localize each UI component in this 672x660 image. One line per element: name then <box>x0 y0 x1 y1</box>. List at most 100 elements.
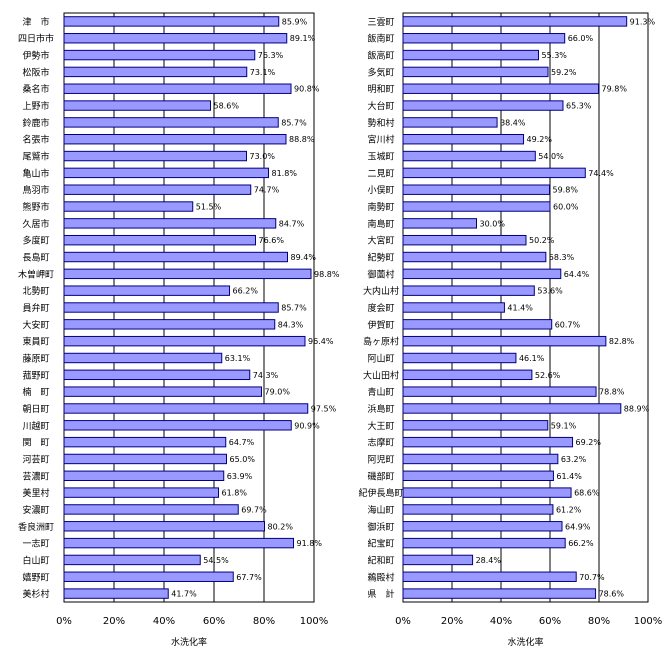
bar <box>402 571 577 582</box>
data-label: 59.1% <box>551 421 577 430</box>
category-label: 南勢町 <box>367 201 394 213</box>
bar <box>63 134 287 145</box>
data-label: 74.7% <box>254 186 280 195</box>
category-label: 多気町 <box>367 66 394 78</box>
data-label: 76.3% <box>258 51 284 60</box>
category-label: 美里村 <box>22 487 49 499</box>
bar <box>402 268 562 280</box>
x-tick-label: 0% <box>395 616 411 627</box>
bar <box>63 537 294 549</box>
data-label: 58.6% <box>214 102 240 111</box>
category-label: 紀勢町 <box>367 252 394 264</box>
category-label: 大台町 <box>367 100 394 112</box>
category-label: 玉城町 <box>367 152 394 163</box>
bar <box>63 268 312 280</box>
data-label: 59.8% <box>553 186 579 195</box>
bar <box>63 369 251 381</box>
data-label: 82.8% <box>609 337 635 346</box>
bar <box>402 588 597 599</box>
category-label: 一志町 <box>22 538 49 550</box>
category-label: 紀宝町 <box>367 538 394 550</box>
data-label: 28.4% <box>476 556 502 565</box>
category-label: 海山町 <box>367 504 394 516</box>
data-label: 84.3% <box>278 320 304 329</box>
data-label: 79.0% <box>265 388 291 397</box>
data-label: 52.6% <box>535 371 561 380</box>
data-label: 91.3% <box>630 17 656 26</box>
data-label: 78.8% <box>599 388 625 397</box>
category-label: 大王町 <box>367 420 394 432</box>
bar <box>63 403 309 414</box>
category-label: 大山田村 <box>363 369 399 381</box>
bar <box>402 521 563 532</box>
data-label: 65.0% <box>230 455 256 464</box>
bar <box>63 218 277 229</box>
bar <box>402 134 525 145</box>
data-label: 54.5% <box>203 556 229 565</box>
data-label: 55.3% <box>541 51 567 60</box>
bar <box>402 335 607 347</box>
bar <box>63 335 306 347</box>
data-label: 67.7% <box>236 573 262 582</box>
category-label: 多度町 <box>22 235 49 247</box>
category-label: 南島町 <box>367 218 394 230</box>
category-label: 関 町 <box>22 438 49 449</box>
category-label: 大安町 <box>22 319 49 331</box>
category-label: 紀和町 <box>367 554 394 566</box>
category-label: 三雲町 <box>367 17 394 28</box>
bar <box>402 83 600 94</box>
category-label: 河芸町 <box>22 453 49 465</box>
category-label: 菰野町 <box>22 369 49 381</box>
category-label: 伊賀町 <box>367 319 394 331</box>
bar <box>63 420 292 431</box>
category-label: 北勢町 <box>22 285 49 297</box>
bar <box>402 33 566 44</box>
bar <box>63 302 279 313</box>
x-tick-label: 40% <box>153 616 175 627</box>
data-label: 85.7% <box>281 304 307 313</box>
category-label: 美杉村 <box>22 588 49 600</box>
data-label: 70.7% <box>579 573 605 582</box>
bar <box>402 537 566 549</box>
bar <box>402 234 527 246</box>
category-label: 飯高町 <box>367 50 394 62</box>
bar <box>63 571 234 582</box>
bar <box>63 234 256 246</box>
x-tick-label: 0% <box>56 616 72 627</box>
bar <box>402 302 505 313</box>
bar <box>63 285 230 296</box>
x-axis-title: 水洗化率 <box>507 636 543 648</box>
category-label: 亀山市 <box>22 167 49 179</box>
data-label: 78.6% <box>599 590 625 599</box>
data-label: 61.4% <box>556 472 582 481</box>
bar <box>402 403 622 414</box>
data-label: 50.2% <box>529 236 555 245</box>
bar <box>402 504 554 515</box>
data-label: 89.4% <box>291 253 317 262</box>
category-label: 県 計 <box>367 588 394 600</box>
bar <box>402 319 553 330</box>
data-label: 73.0% <box>250 152 276 161</box>
bar <box>402 49 539 61</box>
bar <box>63 16 280 27</box>
data-label: 64.7% <box>229 438 255 447</box>
bar <box>63 554 201 566</box>
bar <box>63 436 227 448</box>
category-label: 磯部町 <box>367 470 394 482</box>
category-label: 香良洲町 <box>18 521 54 533</box>
data-label: 41.7% <box>171 590 197 599</box>
data-label: 97.5% <box>311 404 337 413</box>
category-label: 宮川村 <box>367 134 394 146</box>
data-label: 85.7% <box>281 118 307 127</box>
category-label: 大宮町 <box>367 235 394 247</box>
x-axis-title: 水洗化率 <box>171 636 207 648</box>
category-label: 度会町 <box>367 302 394 314</box>
x-tick-label: 20% <box>103 616 125 627</box>
category-label: 飯南町 <box>367 33 394 45</box>
bar <box>402 100 564 111</box>
category-label: 上野市 <box>22 100 49 112</box>
x-tick-label: 20% <box>441 616 463 627</box>
bar <box>63 504 239 515</box>
bar <box>63 487 219 498</box>
data-label: 76.6% <box>259 236 285 245</box>
